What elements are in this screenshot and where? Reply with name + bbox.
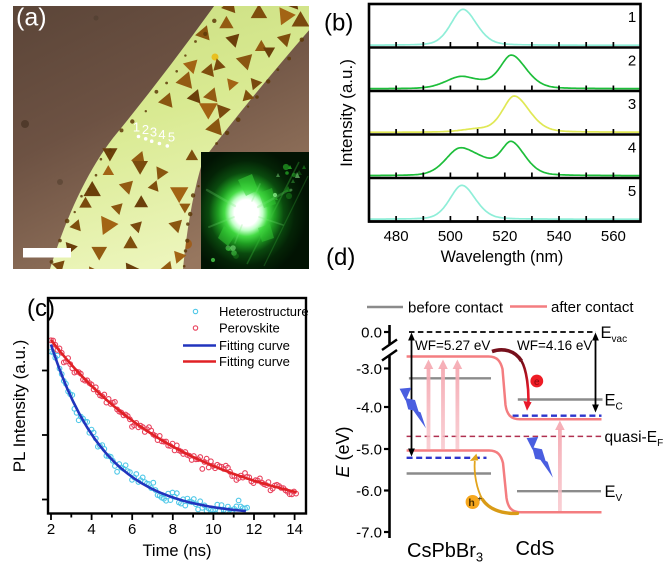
svg-text:500: 500 [438, 228, 463, 245]
svg-text:0.0: 0.0 [361, 325, 382, 342]
svg-text:2: 2 [628, 53, 636, 70]
svg-text:4: 4 [87, 521, 95, 538]
svg-text:Heterostructure: Heterostructure [219, 304, 309, 319]
svg-text:3: 3 [150, 125, 157, 140]
svg-text:1: 1 [133, 120, 140, 135]
svg-text:Wavelength (nm): Wavelength (nm) [441, 248, 564, 266]
svg-text:520: 520 [492, 228, 517, 245]
svg-text:-5.0: -5.0 [356, 442, 382, 459]
svg-text:quasi-EF: quasi-EF [605, 429, 664, 449]
svg-text:8: 8 [169, 521, 177, 538]
svg-text:-7.0: -7.0 [356, 525, 382, 542]
svg-text:(c): (c) [27, 295, 55, 322]
svg-text:3: 3 [628, 96, 636, 113]
svg-text:5: 5 [628, 183, 636, 200]
svg-text:(b): (b) [324, 10, 353, 37]
svg-text:Time (ns): Time (ns) [142, 542, 211, 560]
svg-text:h: h [468, 497, 474, 509]
svg-text:Fitting curve: Fitting curve [219, 338, 290, 353]
svg-text:480: 480 [384, 228, 409, 245]
svg-text:CsPbBr3: CsPbBr3 [407, 540, 483, 565]
svg-text:-4.0: -4.0 [356, 400, 382, 417]
svg-text:1: 1 [628, 9, 636, 26]
svg-text:2: 2 [142, 122, 149, 137]
svg-text:540: 540 [546, 228, 571, 245]
svg-text:after contact: after contact [551, 299, 634, 316]
svg-text:(a): (a) [16, 4, 47, 32]
svg-text:2: 2 [47, 521, 55, 538]
svg-text:+: + [478, 494, 483, 503]
svg-text:4: 4 [628, 140, 636, 157]
svg-text:PL Intensity (a.u.): PL Intensity (a.u.) [10, 340, 29, 473]
svg-text:6: 6 [128, 521, 136, 538]
svg-text:WF=5.27 eV: WF=5.27 eV [415, 338, 490, 353]
svg-text:14: 14 [286, 521, 303, 538]
svg-text:10: 10 [205, 521, 222, 538]
svg-text:5: 5 [168, 130, 175, 145]
svg-text:CdS: CdS [516, 538, 555, 560]
svg-text:E (eV): E (eV) [333, 426, 353, 477]
svg-text:-3.0: -3.0 [356, 361, 382, 378]
svg-text:4: 4 [158, 127, 165, 142]
svg-text:Perovskite: Perovskite [219, 321, 280, 336]
svg-text:WF=4.16 eV: WF=4.16 eV [517, 338, 592, 353]
svg-text:560: 560 [601, 228, 626, 245]
svg-text:12: 12 [246, 521, 263, 538]
svg-text:Intensity (a.u.): Intensity (a.u.) [337, 59, 356, 167]
svg-text:e: e [534, 377, 540, 388]
svg-text:(d): (d) [326, 244, 355, 271]
svg-text:Fitting curve: Fitting curve [219, 354, 290, 369]
svg-text:-6.0: -6.0 [356, 483, 382, 500]
svg-text:before contact: before contact [408, 300, 504, 317]
